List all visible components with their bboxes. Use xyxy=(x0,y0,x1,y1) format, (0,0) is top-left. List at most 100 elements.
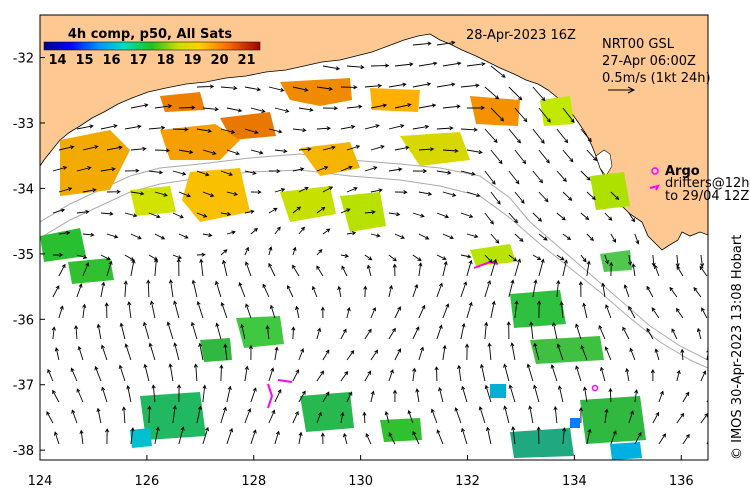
current-arrow xyxy=(362,411,367,424)
current-arrow xyxy=(454,407,462,424)
current-arrow xyxy=(340,253,350,258)
current-arrow xyxy=(178,191,191,198)
current-arrow xyxy=(407,409,414,424)
current-arrow xyxy=(154,258,159,277)
current-arrow xyxy=(146,279,151,298)
current-arrow xyxy=(248,344,253,361)
current-arrow xyxy=(94,365,102,382)
current-arrow xyxy=(316,126,331,131)
current-arrow xyxy=(190,321,198,340)
current-arrow xyxy=(370,63,390,68)
current-arrow xyxy=(460,212,474,219)
current-arrow xyxy=(466,191,481,198)
current-arrow xyxy=(142,321,150,340)
current-arrow xyxy=(244,365,249,382)
current-arrow xyxy=(178,233,189,239)
current-arrow xyxy=(101,386,108,403)
current-arrow xyxy=(364,124,380,130)
current-arrow xyxy=(58,263,66,277)
current-arrow xyxy=(149,300,156,319)
current-arrow xyxy=(100,211,114,216)
drifter-track-icon xyxy=(649,184,660,191)
current-arrow xyxy=(58,305,64,319)
plot-frame xyxy=(39,14,709,461)
current-arrow xyxy=(316,411,322,424)
current-arrow xyxy=(124,168,140,173)
current-arrow xyxy=(226,149,240,156)
current-arrow xyxy=(628,410,634,424)
arrow-scale-label: 0.5m/s (1kt 24h) xyxy=(602,71,711,86)
current-arrow xyxy=(658,433,667,445)
current-arrow xyxy=(118,364,126,382)
current-arrow xyxy=(292,206,302,214)
current-arrow xyxy=(586,149,598,162)
current-arrow xyxy=(442,260,448,277)
current-arrow xyxy=(191,279,198,298)
current-arrow xyxy=(442,191,457,197)
current-arrow xyxy=(466,62,486,67)
current-arrow xyxy=(215,322,222,340)
current-arrow xyxy=(537,300,542,319)
current-arrow xyxy=(442,61,462,67)
current-arrow xyxy=(532,170,544,184)
land-mass xyxy=(40,15,708,251)
current-arrow xyxy=(388,124,405,130)
current-arrow xyxy=(388,167,403,172)
current-arrow xyxy=(484,321,489,340)
current-arrow xyxy=(536,426,541,445)
current-arrow xyxy=(292,128,307,133)
current-arrow xyxy=(52,252,64,257)
current-arrow xyxy=(292,369,300,382)
current-arrow xyxy=(214,280,222,298)
current-arrow xyxy=(388,432,396,445)
current-arrow xyxy=(556,128,569,144)
current-arrow xyxy=(52,208,66,214)
current-arrow xyxy=(582,386,588,403)
current-arrow xyxy=(604,254,609,265)
current-arrow xyxy=(514,258,522,277)
current-arrow xyxy=(557,385,564,403)
current-arrow xyxy=(151,384,156,403)
current-arrow xyxy=(292,264,300,277)
current-arrow xyxy=(562,107,575,123)
current-arrow xyxy=(418,262,423,277)
current-arrow xyxy=(172,405,177,424)
current-arrow xyxy=(394,62,414,67)
current-arrow xyxy=(412,82,432,88)
current-arrow xyxy=(388,327,396,340)
current-arrow xyxy=(490,258,497,277)
current-arrow xyxy=(634,233,640,245)
current-arrow xyxy=(610,430,617,445)
current-arrow xyxy=(586,233,594,242)
current-arrow xyxy=(172,170,187,176)
current-arrow xyxy=(532,254,542,260)
colorbar-tick-label: 14 xyxy=(48,53,66,68)
current-arrow xyxy=(412,283,419,298)
current-arrow xyxy=(123,280,128,298)
current-arrow xyxy=(196,128,213,133)
argo-legend: Argo drifters@12h to 29/04 12Z xyxy=(649,164,750,204)
current-arrow xyxy=(696,327,702,340)
current-arrow xyxy=(478,406,486,424)
current-arrow xyxy=(320,432,325,445)
current-arrow xyxy=(199,258,204,277)
current-arrow xyxy=(556,279,561,298)
current-arrow xyxy=(700,370,707,382)
current-arrow xyxy=(680,348,685,361)
current-arrow xyxy=(340,208,351,214)
current-arrow xyxy=(196,212,208,218)
current-arrow xyxy=(268,367,275,382)
current-arrow xyxy=(74,324,79,340)
current-arrow xyxy=(651,307,660,319)
current-arrow xyxy=(196,84,215,89)
current-arrow xyxy=(461,427,468,445)
current-arrow xyxy=(601,282,606,298)
current-arrow xyxy=(346,144,361,151)
current-arrow xyxy=(119,322,126,340)
x-tick-label: 124 xyxy=(28,474,53,489)
current-arrow xyxy=(340,124,356,130)
current-arrow xyxy=(178,105,196,110)
current-arrow xyxy=(370,390,375,403)
current-arrow xyxy=(434,366,439,382)
current-arrow xyxy=(320,306,325,319)
